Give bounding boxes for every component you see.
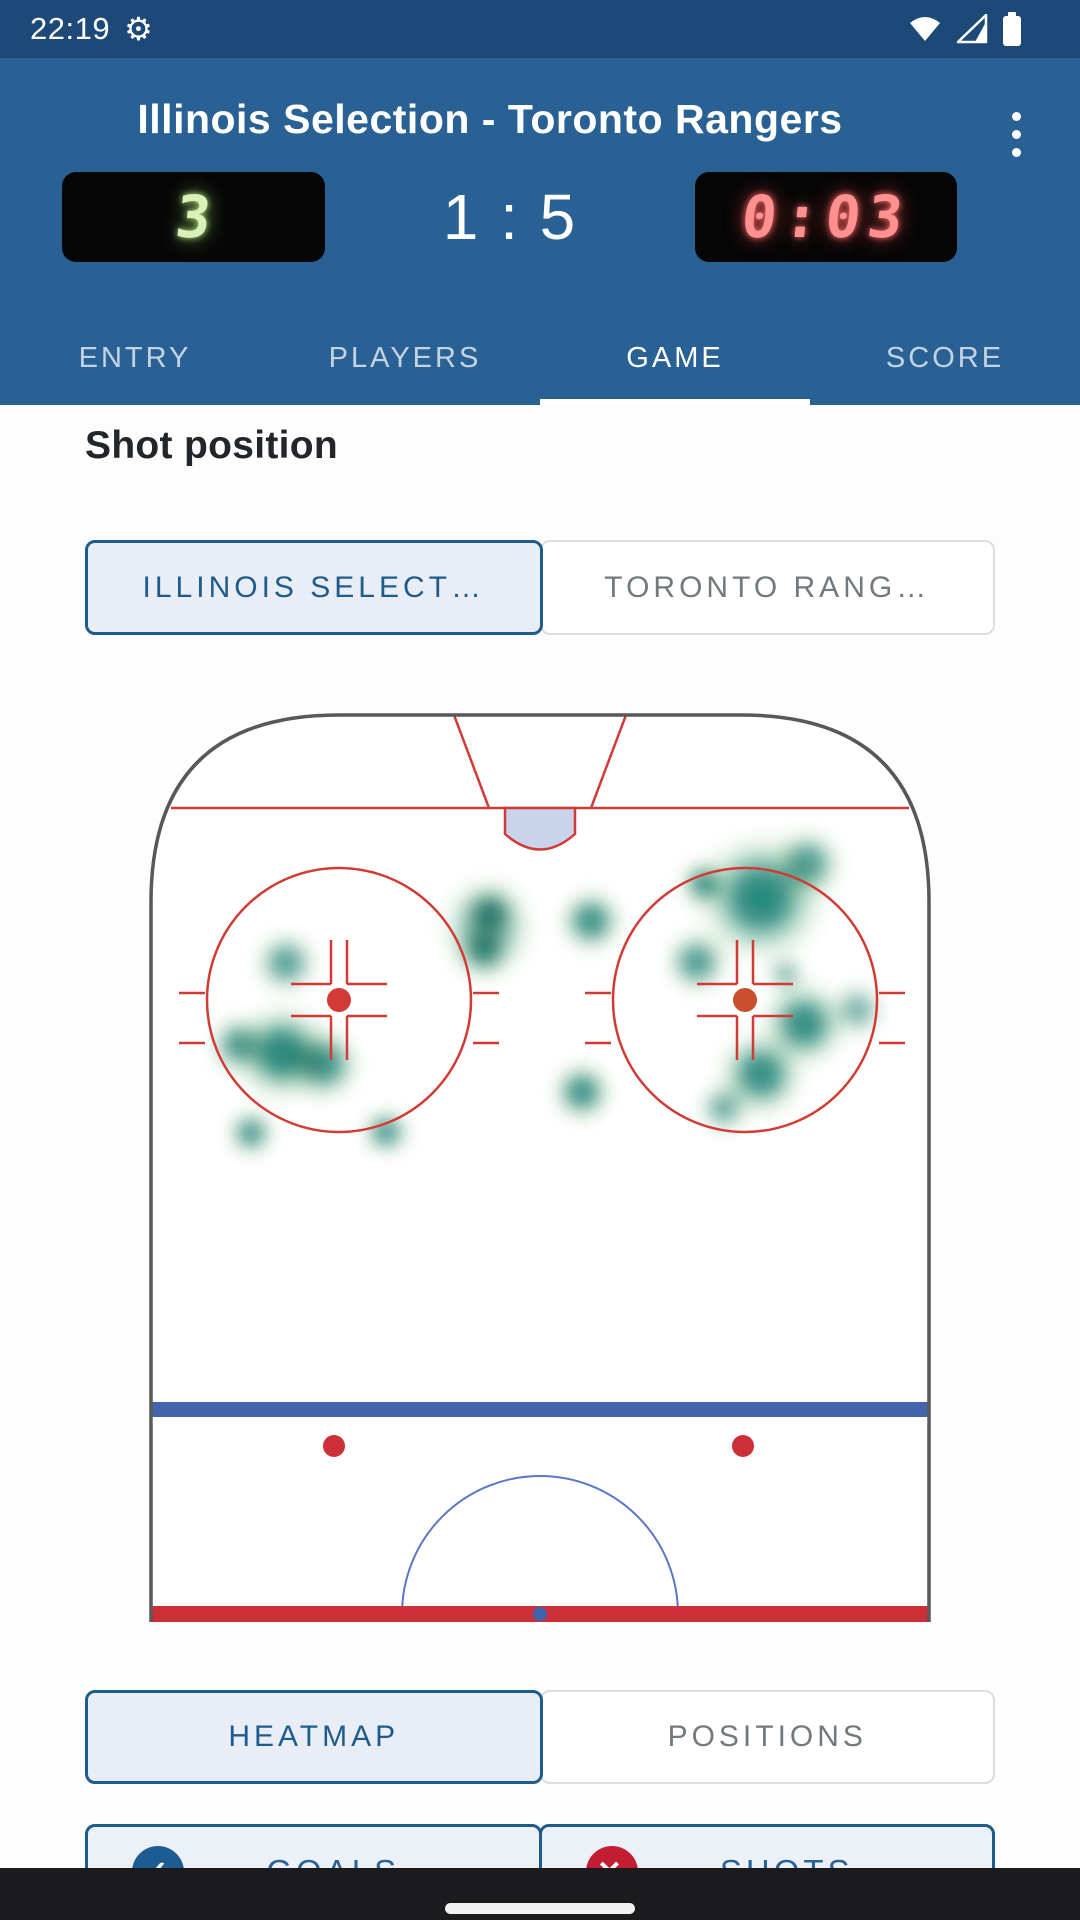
faceoff-circle-right: [611, 866, 879, 1134]
heat-point: [692, 1076, 756, 1140]
goal-crease: [503, 806, 577, 851]
faceoff-cross-left: [291, 940, 387, 1060]
heat-point: [553, 883, 629, 959]
faceoff-dot-left: [327, 988, 351, 1012]
rink-markings: [171, 715, 909, 1134]
faceoff-circle-left: [205, 866, 473, 1134]
team-toggle-toronto[interactable]: TORONTO RANG…: [539, 540, 995, 635]
rink-svg: [149, 713, 931, 1622]
blue-line: [151, 1402, 929, 1417]
system-nav-bar: [0, 1868, 1080, 1920]
team-toggle-illinois[interactable]: ILLINOIS SELECT…: [85, 540, 543, 635]
rink-boards: [149, 713, 931, 1622]
faceoff-dot-right: [733, 988, 757, 1012]
center-dot: [533, 1607, 547, 1621]
tab-score[interactable]: SCORE: [885, 342, 1005, 374]
heat-point: [356, 1102, 416, 1162]
view-toggle: HEATMAP POSITIONS: [85, 1690, 995, 1784]
battery-icon: [1003, 12, 1021, 46]
neutral-dot-left: [323, 1435, 345, 1457]
rink-diagram[interactable]: [149, 712, 931, 1622]
kebab-dot: [1011, 147, 1021, 157]
kebab-dot: [1011, 129, 1021, 139]
status-bar: 22:19 ⚙: [0, 0, 1080, 58]
status-time: 22:19: [30, 11, 111, 46]
wifi-icon: [910, 17, 940, 41]
tab-entry[interactable]: ENTRY: [78, 342, 192, 374]
view-toggle-positions[interactable]: POSITIONS: [539, 1690, 995, 1784]
neutral-dot-right: [732, 1435, 754, 1457]
gear-icon: ⚙: [124, 11, 153, 47]
kebab-menu-icon[interactable]: [996, 102, 1036, 166]
game-clock-display: 0:03: [695, 172, 957, 262]
home-score-value: 3: [172, 183, 215, 251]
home-score-display: 3: [62, 172, 325, 262]
heat-point: [765, 822, 849, 906]
app-bar: Illinois Selection - Toronto Rangers 3 1…: [0, 58, 1080, 405]
tab-bar: ENTRY PLAYERS GAME SCORE: [0, 318, 1080, 405]
cell-signal-icon: [956, 14, 988, 44]
page-title: Illinois Selection - Toronto Rangers: [137, 96, 843, 142]
heat-point: [279, 1020, 367, 1108]
tab-game[interactable]: GAME: [540, 318, 810, 405]
section-heading: Shot position: [85, 424, 339, 467]
tab-players[interactable]: PLAYERS: [328, 342, 482, 374]
game-clock-value: 0:03: [738, 183, 914, 251]
heat-point: [429, 870, 545, 986]
team-toggle: ILLINOIS SELECT… TORONTO RANG…: [85, 540, 995, 635]
heat-point: [823, 976, 891, 1044]
heat-point: [659, 924, 735, 1000]
heat-point: [248, 925, 324, 1001]
home-indicator[interactable]: [445, 1903, 635, 1914]
heat-point: [546, 1056, 618, 1128]
kebab-dot: [1011, 111, 1021, 121]
game-score: 1 : 5: [442, 181, 578, 253]
heat-point: [203, 1009, 275, 1081]
view-toggle-heatmap[interactable]: HEATMAP: [85, 1690, 543, 1784]
heat-point: [221, 1103, 281, 1163]
status-icons: [908, 0, 1022, 58]
faceoff-cross-right: [697, 940, 793, 1060]
